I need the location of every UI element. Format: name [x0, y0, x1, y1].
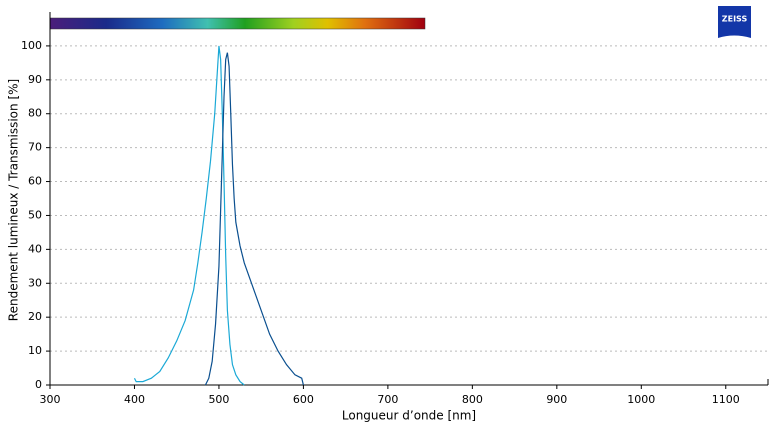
- x-tick-label: 1100: [712, 393, 740, 406]
- x-tick-label: 600: [293, 393, 314, 406]
- y-tick-label: 80: [28, 107, 42, 120]
- y-tick-label: 10: [28, 344, 42, 357]
- y-axis-label: Rendement lumineux / Transmission [%]: [7, 79, 21, 321]
- x-tick-label: 500: [208, 393, 229, 406]
- y-tick-label: 20: [28, 310, 42, 323]
- spectrum-bar: [49, 17, 426, 30]
- y-tick-label: 30: [28, 276, 42, 289]
- y-tick-label: 50: [28, 208, 42, 221]
- x-tick-label: 900: [546, 393, 567, 406]
- logo-text: ZEISS: [722, 15, 748, 24]
- series-line: [133, 45, 245, 386]
- y-tick-label: 70: [28, 141, 42, 154]
- x-tick-label: 300: [40, 393, 61, 406]
- series-line: [204, 52, 304, 386]
- x-tick-label: 400: [124, 393, 145, 406]
- x-axis-label: Longueur d’onde [nm]: [342, 409, 476, 423]
- x-tick-label: 700: [377, 393, 398, 406]
- logo: ZEISS: [718, 6, 751, 38]
- y-tick-label: 100: [21, 39, 42, 52]
- x-tick-label: 800: [462, 393, 483, 406]
- y-tick-label: 40: [28, 242, 42, 255]
- x-tick-label: 1000: [627, 393, 655, 406]
- y-tick-label: 60: [28, 175, 42, 188]
- y-tick-label: 0: [35, 378, 42, 391]
- y-tick-label: 90: [28, 73, 42, 86]
